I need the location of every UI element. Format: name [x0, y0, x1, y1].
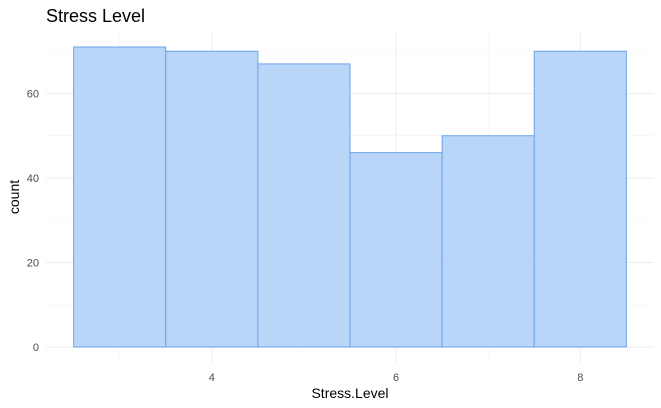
x-tick-label: 8 — [577, 372, 583, 384]
x-axis-title: Stress.Level — [311, 385, 388, 401]
y-tick-label: 40 — [27, 173, 39, 185]
y-tick-label: 20 — [27, 257, 39, 269]
histogram-bar — [165, 50, 259, 348]
y-axis-title: count — [6, 180, 22, 214]
y-axis-ticks: 0 20 40 60 — [27, 88, 39, 354]
x-tick-label: 6 — [393, 372, 399, 384]
histogram-bar — [73, 46, 167, 348]
chart-title: Stress Level — [46, 6, 145, 26]
x-axis-ticks: 4 6 8 — [209, 372, 584, 384]
histogram-bar — [349, 152, 443, 348]
y-tick-label: 60 — [27, 88, 39, 100]
histogram-bar — [441, 135, 535, 348]
x-tick-label: 4 — [209, 372, 215, 384]
y-tick-label: 0 — [33, 342, 39, 354]
histogram-bar — [533, 50, 627, 348]
histogram-bars — [73, 46, 627, 348]
histogram-bar — [257, 63, 351, 348]
